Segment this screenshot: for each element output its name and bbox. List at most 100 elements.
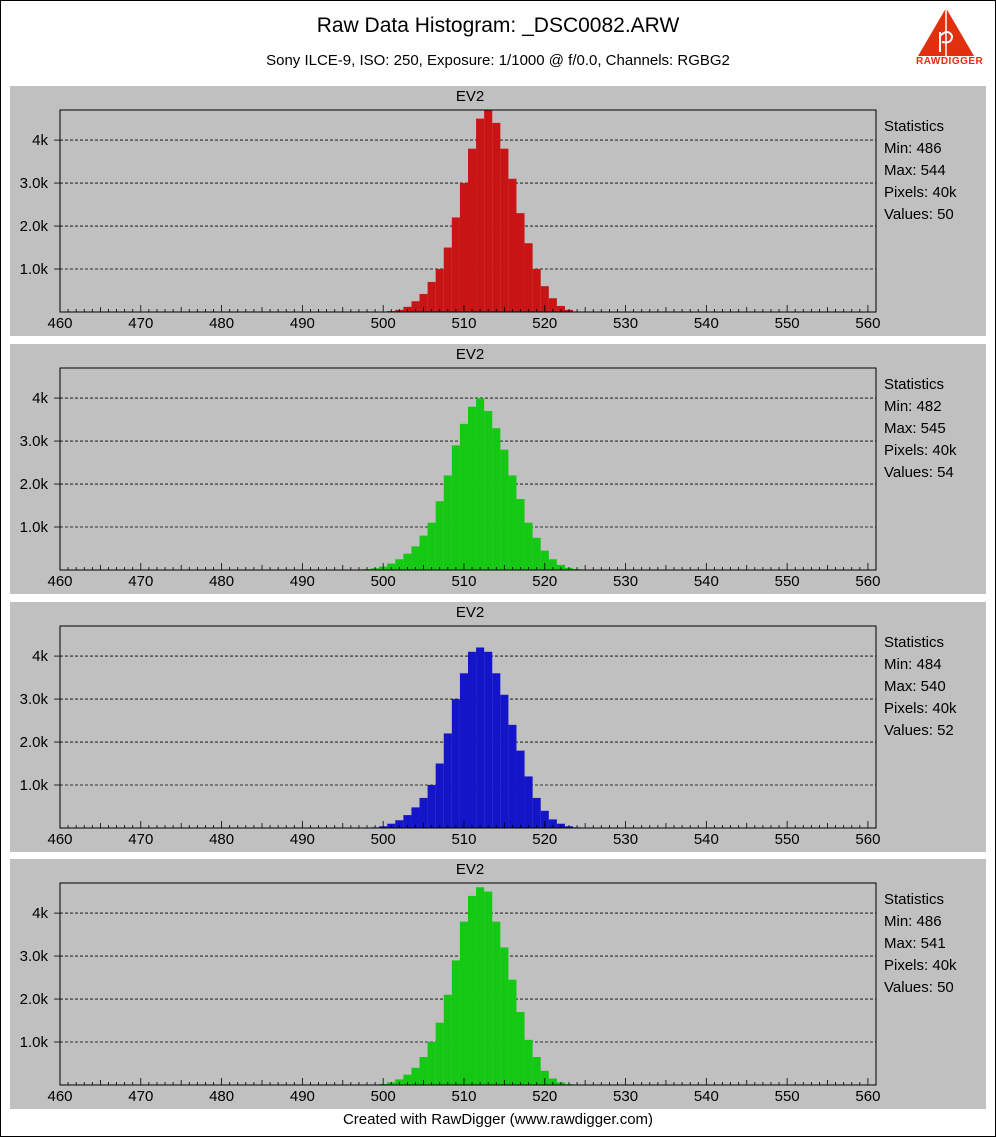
statistics-box-2: Statistics Min: 482 Max: 545 Pixels: 40k…	[884, 374, 957, 484]
y-tick-label: 2.0k	[20, 218, 49, 235]
x-tick-label: 540	[694, 573, 719, 590]
histogram-bar	[387, 563, 396, 570]
chart-subtitle: Sony ILCE-9, ISO: 250, Exposure: 1/1000 …	[266, 52, 730, 69]
histogram-bar	[411, 301, 420, 312]
histogram-bar	[468, 895, 477, 1085]
histogram-bar	[427, 1042, 436, 1085]
histogram-bar	[427, 522, 436, 570]
histogram-bar	[556, 305, 565, 312]
histogram-bar	[500, 148, 509, 312]
x-tick-label: 530	[613, 1088, 638, 1105]
histogram-bar	[500, 947, 509, 1085]
x-tick-label: 500	[371, 831, 396, 848]
histogram-svg-3: 460 470 480 490 500 510 520 530 540 550 560 1.0k 2.0…	[20, 625, 880, 848]
histogram-bar	[435, 269, 444, 312]
histogram-bar	[508, 475, 517, 570]
x-tick-label: 510	[451, 831, 476, 848]
histogram-bar	[443, 994, 452, 1085]
statistics-pixels: Pixels: 40k	[884, 442, 957, 459]
histogram-bar	[508, 178, 517, 312]
x-tick-label: 470	[128, 831, 153, 848]
statistics-values: Values: 50	[884, 979, 954, 996]
y-tick-label: 3.0k	[20, 948, 49, 965]
histogram-bar	[468, 651, 477, 828]
x-tick-label: 510	[451, 573, 476, 590]
histogram-bar	[532, 797, 541, 828]
x-tick-label: 520	[532, 831, 557, 848]
statistics-pixels: Pixels: 40k	[884, 957, 957, 974]
histogram-bar	[411, 807, 420, 828]
x-tick-label: 500	[371, 1088, 396, 1105]
x-tick-label: 550	[775, 573, 800, 590]
x-tick-label: 510	[451, 315, 476, 332]
y-tick-label: 1.0k	[20, 777, 49, 794]
histogram-bar	[427, 281, 436, 312]
x-tick-label: 480	[209, 1088, 234, 1105]
statistics-max: Max: 544	[884, 162, 946, 179]
histogram-bar	[484, 110, 493, 312]
histogram-bar	[411, 546, 420, 570]
x-tick-label: 530	[613, 831, 638, 848]
histogram-bar	[443, 247, 452, 312]
x-tick-label: 500	[371, 315, 396, 332]
statistics-box-4: Statistics Min: 486 Max: 541 Pixels: 40k…	[884, 889, 957, 999]
x-tick-label: 490	[290, 831, 315, 848]
histogram-bar	[492, 673, 501, 828]
statistics-max: Max: 545	[884, 420, 946, 437]
statistics-label: Statistics	[884, 891, 945, 908]
x-tick-label: 500	[371, 573, 396, 590]
histogram-bar	[395, 820, 404, 828]
x-tick-label: 490	[290, 1088, 315, 1105]
plot-border	[59, 625, 877, 829]
histogram-bar	[435, 501, 444, 570]
histogram-bar	[476, 647, 485, 828]
rawdigger-logo-icon	[918, 8, 974, 56]
x-tick-label: 560	[855, 573, 880, 590]
statistics-values: Values: 50	[884, 206, 954, 223]
x-tick-label: 470	[128, 1088, 153, 1105]
x-tick-label: 490	[290, 573, 315, 590]
panel-title-3: EV2	[455, 604, 485, 621]
histogram-bar	[524, 522, 533, 570]
histogram-bar	[451, 960, 460, 1085]
histogram-bar	[524, 776, 533, 828]
histogram-bar	[395, 559, 404, 570]
histogram-bar	[524, 243, 533, 312]
statistics-min: Min: 484	[884, 656, 942, 673]
histogram-bar	[532, 537, 541, 570]
panel-title-2: EV2	[455, 346, 485, 363]
histogram-bar	[443, 475, 452, 570]
statistics-pixels: Pixels: 40k	[884, 700, 957, 717]
histogram-bar	[508, 724, 517, 828]
histogram-bar	[435, 763, 444, 828]
statistics-label: Statistics	[884, 118, 945, 135]
statistics-label: Statistics	[884, 634, 945, 651]
histogram-bar	[484, 891, 493, 1085]
histogram-bar	[443, 733, 452, 828]
panel-title-4: EV2	[455, 861, 485, 878]
x-tick-label: 520	[532, 573, 557, 590]
plot-border	[59, 109, 877, 313]
x-tick-label: 520	[532, 1088, 557, 1105]
plot-border	[59, 882, 877, 1086]
histogram-bar	[419, 1057, 428, 1085]
x-tick-label: 560	[855, 831, 880, 848]
histogram-bar	[500, 449, 509, 570]
y-tick-label: 3.0k	[20, 691, 49, 708]
histogram-bar	[476, 398, 485, 570]
histogram-bar	[540, 810, 549, 828]
statistics-min: Min: 486	[884, 913, 942, 930]
x-tick-label: 510	[451, 1088, 476, 1105]
histogram-bar	[484, 651, 493, 828]
histogram-bar	[468, 406, 477, 570]
x-tick-label: 530	[613, 573, 638, 590]
x-tick-label: 480	[209, 573, 234, 590]
histogram-bar	[468, 148, 477, 312]
histogram-bar	[435, 1022, 444, 1085]
statistics-values: Values: 54	[884, 464, 954, 481]
statistics-pixels: Pixels: 40k	[884, 184, 957, 201]
statistics-min: Min: 486	[884, 140, 942, 157]
y-tick-label: 1.0k	[20, 519, 49, 536]
histogram-bar	[459, 921, 468, 1085]
statistics-max: Max: 540	[884, 678, 946, 695]
